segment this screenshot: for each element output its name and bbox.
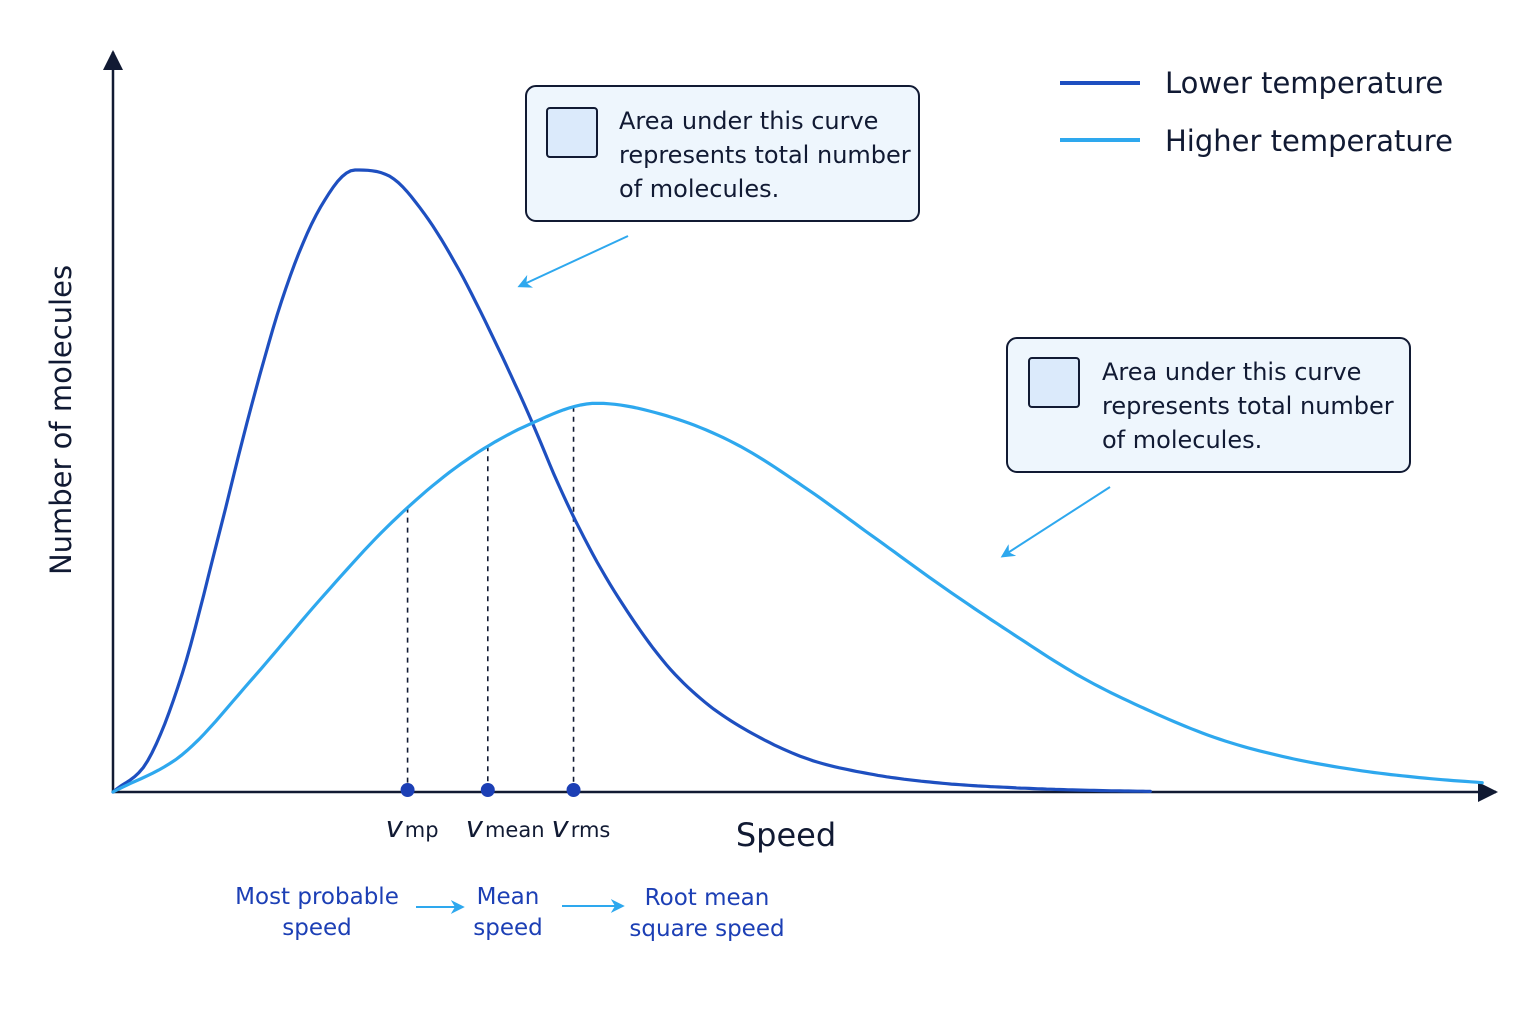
speed-marker-dot-rms xyxy=(566,783,581,797)
speed-marker-dot-mp xyxy=(400,783,415,797)
legend: Lower temperature Higher temperature xyxy=(1060,66,1453,158)
speed-markers: vmp vmean vrms xyxy=(386,783,611,844)
legend-label-higher-temperature: Higher temperature xyxy=(1165,124,1453,158)
callout-pointer-arrow xyxy=(1000,486,1111,558)
callout-line: represents total number xyxy=(1102,392,1394,420)
callout-area-swatch xyxy=(546,107,598,158)
speed-order-label-mean: Mean xyxy=(477,884,540,910)
speed-order-label-mean: speed xyxy=(473,915,542,941)
callout-box xyxy=(525,85,920,222)
callout-line: Area under this curve xyxy=(1102,358,1361,386)
legend-label-lower-temperature: Lower temperature xyxy=(1165,66,1443,100)
callout-higher-temperature: Area under this curve represents total n… xyxy=(1000,337,1411,558)
callout-box xyxy=(1006,337,1411,473)
speed-marker-label-mp: vmp xyxy=(386,810,439,844)
callout-line: Area under this curve xyxy=(619,107,878,135)
speed-marker-label-rms: vrms xyxy=(552,810,611,844)
callout-line: of molecules. xyxy=(619,175,779,203)
speed-order-label-rms: square speed xyxy=(629,916,784,942)
curve-lower-temperature xyxy=(111,168,1152,794)
callout-line: represents total number xyxy=(619,141,911,169)
y-axis-title: Number of molecules xyxy=(44,265,78,575)
speed-marker-label-mean: vmean xyxy=(466,810,545,844)
speed-order-label-most-probable: Most probable xyxy=(235,884,399,910)
speed-order-label-rms: Root mean xyxy=(645,885,770,911)
callout-lower-temperature: Area under this curve represents total n… xyxy=(517,85,920,288)
speed-guide-lines xyxy=(406,406,575,790)
x-axis-title: Speed xyxy=(736,816,836,854)
curve-higher-temperature xyxy=(111,401,1484,794)
speed-order-legend: Most probable speed Mean speed Root mean… xyxy=(235,884,784,942)
callout-line: of molecules. xyxy=(1102,426,1262,454)
callout-pointer-arrow xyxy=(517,235,629,288)
axes xyxy=(103,50,1498,802)
speed-order-label-most-probable: speed xyxy=(282,915,351,941)
speed-marker-dot-mean xyxy=(480,783,495,797)
callout-area-swatch xyxy=(1028,357,1080,408)
